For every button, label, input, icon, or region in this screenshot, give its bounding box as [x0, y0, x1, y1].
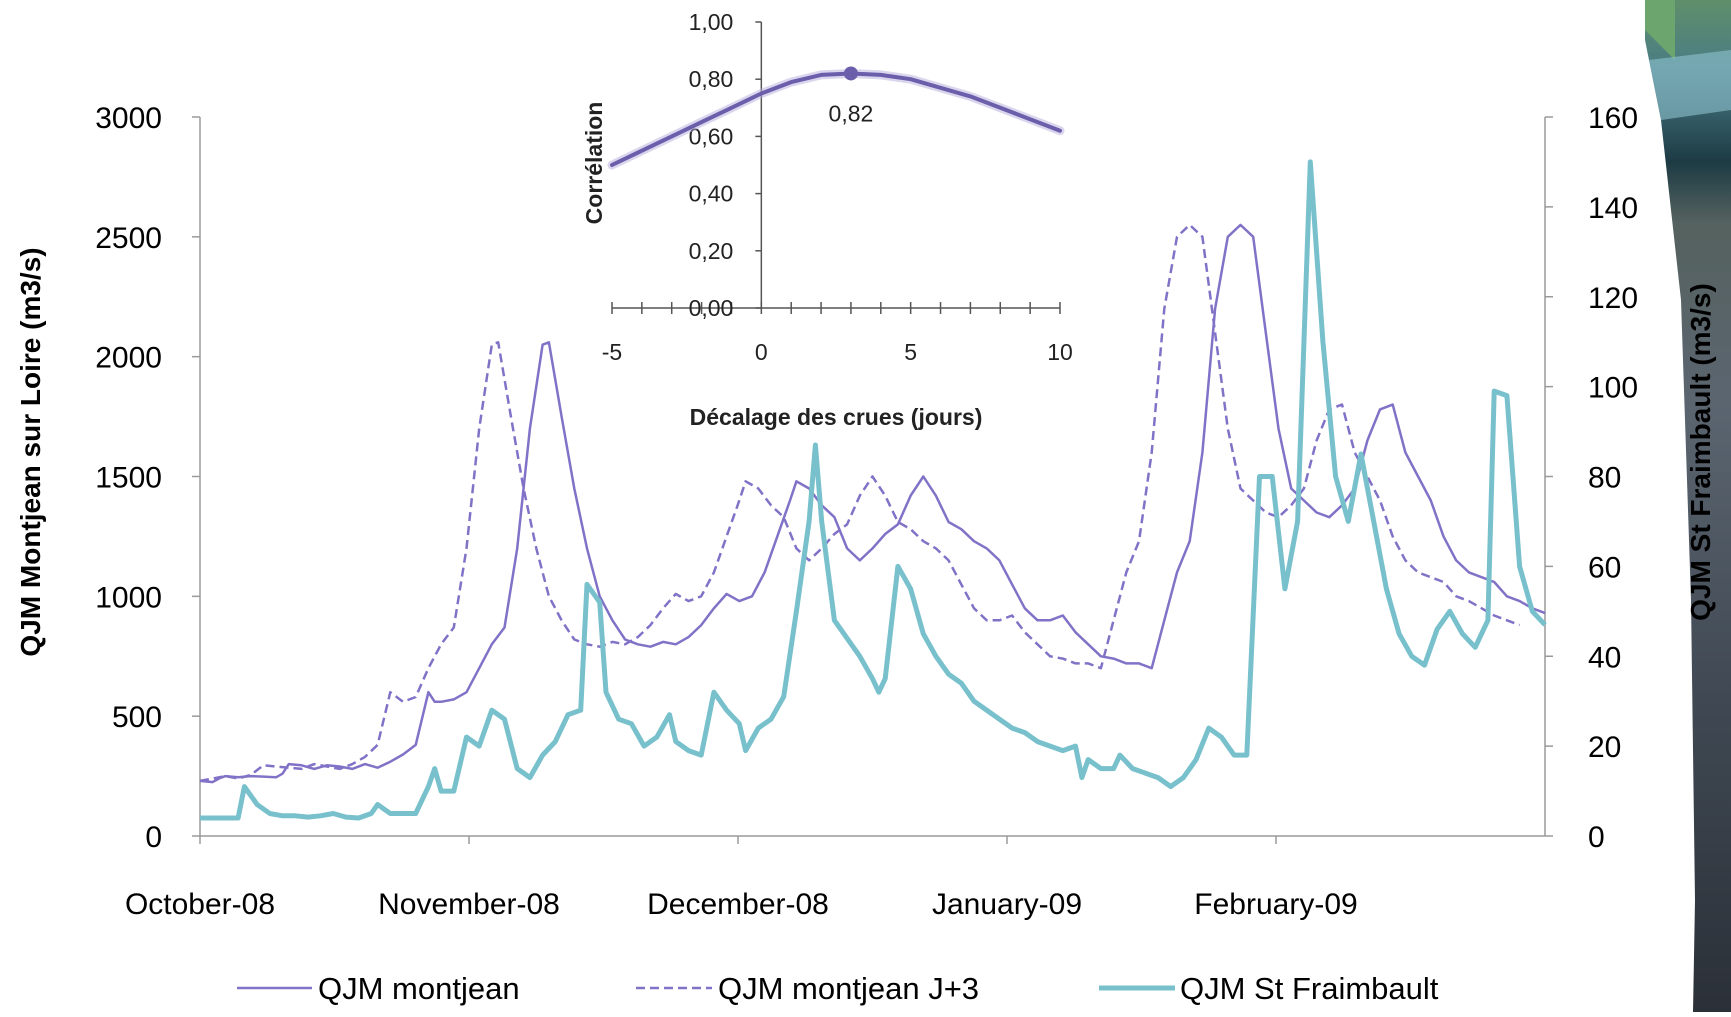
y-right-tick-label: 20 [1588, 731, 1621, 764]
series-line-2 [199, 223, 1521, 783]
legend: QJM montjean QJM montjean J+3 QJM St Fraim… [237, 971, 1439, 1006]
inset-x-tick-label: -5 [602, 339, 622, 365]
y-right-tick-label: 120 [1588, 282, 1638, 315]
y-axis-right-title: QJM St Fraimbault (m3/s) [1685, 283, 1716, 621]
x-tick-label: January-09 [932, 888, 1082, 921]
inset-x-tick-label: 10 [1047, 339, 1073, 365]
inset-y-tick-label: 0,80 [689, 66, 734, 92]
inset-y-tick-label: 1,00 [689, 9, 734, 35]
x-tick-label: December-08 [647, 888, 829, 921]
inset-y-axis-title: Corrélation [581, 102, 607, 225]
legend-label-3: QJM St Fraimbault [1180, 971, 1439, 1006]
y-left-tick-label: 2000 [95, 342, 162, 375]
y-left-tick-label: 1500 [95, 462, 162, 495]
y-left-tick-label: 1000 [95, 581, 162, 614]
legend-label-2: QJM montjean J+3 [718, 971, 979, 1006]
y-right-tick-label: 40 [1588, 641, 1621, 674]
y-left-tick-label: 2500 [95, 222, 162, 255]
y-axis-left-title: QJM Montjean sur Loire (m3/s) [15, 247, 46, 656]
y-right-tick-label: 100 [1588, 372, 1638, 405]
y-left-tick-label: 500 [112, 701, 162, 734]
main-axes: 0500100015002000250030000204060801001201… [95, 102, 1638, 921]
y-right-tick-label: 0 [1588, 821, 1605, 854]
y-right-tick-label: 140 [1588, 192, 1638, 225]
x-tick-label: February-09 [1194, 888, 1357, 921]
y-right-tick-label: 60 [1588, 551, 1621, 584]
decorative-photo-strip [1591, 0, 1731, 1017]
y-left-tick-label: 3000 [95, 102, 162, 135]
main-axis-labels: QJM Montjean sur Loire (m3/s) QJM St Fra… [15, 247, 1716, 656]
inset-y-tick-label: 0,20 [689, 238, 734, 264]
series-line-3 [200, 159, 1547, 821]
y-right-tick-label: 160 [1588, 102, 1638, 135]
x-tick-label: November-08 [378, 888, 560, 921]
y-right-tick-label: 80 [1588, 462, 1621, 495]
inset-x-axis-title: Décalage des crues (jours) [690, 404, 983, 430]
main-series-group [199, 159, 1547, 821]
y-left-tick-label: 0 [145, 821, 162, 854]
x-tick-label: October-08 [125, 888, 275, 921]
series-line-1 [199, 223, 1546, 784]
inset-y-tick-label: 0,00 [689, 295, 734, 321]
inset-x-tick-label: 0 [755, 339, 768, 365]
legend-label-1: QJM montjean [318, 971, 520, 1006]
inset-peak-marker [843, 66, 858, 81]
inset-x-tick-label: 5 [904, 339, 917, 365]
inset-correlation-curve [610, 71, 1062, 167]
inset-y-tick-label: 0,40 [689, 181, 734, 207]
inset-peak-label: 0,82 [829, 100, 874, 126]
